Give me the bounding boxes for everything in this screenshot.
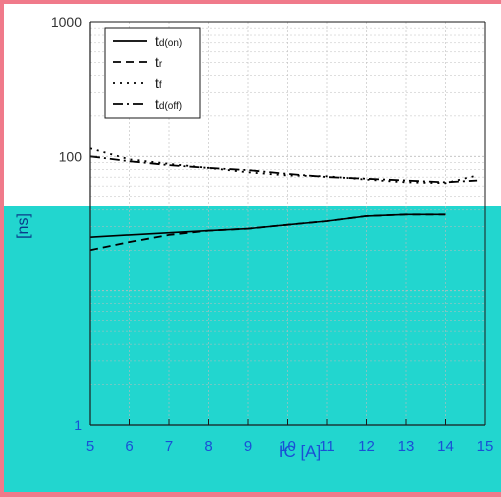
- series-line-td-off-: [89, 155, 478, 184]
- y-tick-label: 1: [74, 417, 82, 433]
- x-tick-label: 5: [86, 438, 94, 455]
- x-tick-label: 14: [437, 438, 454, 455]
- legend: td(on) tr tf td(off): [104, 27, 201, 119]
- x-tick-label: 10: [279, 438, 296, 455]
- legend-box: [104, 27, 201, 119]
- x-tick-label: 15: [477, 438, 494, 455]
- x-tick-label: 8: [204, 438, 212, 455]
- x-tick-label: 7: [165, 438, 173, 455]
- legend-label: tf: [155, 75, 162, 91]
- grid-layer: [89, 22, 486, 426]
- plot-panel-cyan-band: [4, 206, 501, 492]
- y-tick-label: 100: [59, 148, 83, 164]
- legend-label: tr: [155, 54, 163, 70]
- x-tick-label: 6: [125, 438, 133, 455]
- x-axis-label: IC [A]: [279, 442, 322, 461]
- x-tick-label: 13: [398, 438, 415, 455]
- x-tick-label: 9: [244, 438, 252, 455]
- x-tick-label: 12: [358, 438, 375, 455]
- legend-label: td(on): [155, 33, 182, 49]
- legend-label: td(off): [155, 96, 182, 112]
- y-tick-label: 1000: [51, 14, 82, 30]
- y-axis-label: [ns]: [15, 213, 32, 239]
- series-line-td-on-: [89, 213, 446, 238]
- plot-panel-top: [4, 4, 501, 206]
- ticks-layer: 5 6 7 8 9 10 11 12 13 14 15 1 100 1000: [51, 14, 494, 455]
- series-layer: [89, 147, 478, 252]
- x-tick-label: 11: [319, 438, 335, 455]
